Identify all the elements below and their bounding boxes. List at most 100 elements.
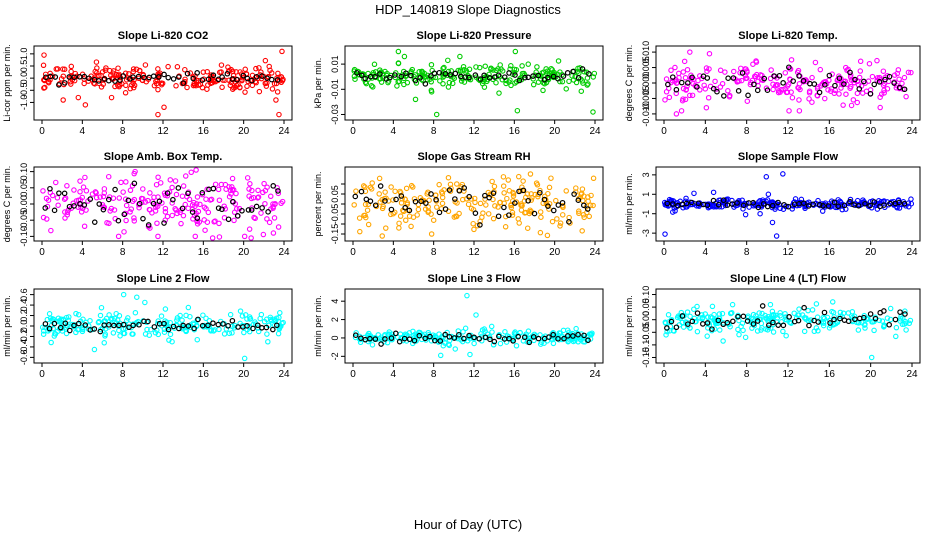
data-point [406, 213, 413, 219]
data-point [48, 227, 54, 234]
series-black [352, 183, 591, 228]
data-point [796, 306, 802, 312]
data-point [268, 317, 275, 324]
data-point-reference [75, 320, 82, 327]
data-point [706, 50, 713, 57]
data-point [396, 225, 402, 231]
data-point-reference [131, 180, 138, 187]
data-point [453, 213, 459, 219]
data-point-reference [531, 210, 538, 217]
data-point-reference [442, 331, 448, 338]
data-point-reference [689, 318, 696, 325]
data-point-reference [730, 318, 736, 325]
data-point [666, 319, 672, 325]
data-point-reference [897, 309, 903, 315]
data-point [262, 80, 269, 87]
data-point [98, 84, 105, 90]
data-point [178, 220, 184, 227]
data-point [165, 63, 171, 70]
data-point-outlier [161, 104, 167, 111]
data-point [130, 331, 136, 337]
y-tick-label: -0.15 [641, 347, 651, 368]
y-tick-label: 0.4 [19, 299, 29, 312]
data-point-reference [382, 336, 388, 342]
data-point [846, 199, 852, 206]
data-point [829, 299, 836, 305]
data-point [435, 338, 441, 344]
data-point [577, 65, 583, 71]
x-tick-label: 0 [39, 247, 45, 258]
data-point [774, 315, 781, 321]
data-point [40, 188, 46, 194]
data-point [173, 83, 179, 89]
data-point-reference [224, 70, 231, 77]
data-point [392, 188, 398, 195]
data-point [502, 224, 509, 230]
data-point [878, 91, 885, 97]
data-point [519, 70, 526, 77]
data-point-reference [512, 72, 518, 78]
data-point-reference [76, 73, 83, 80]
data-point-reference [835, 203, 842, 210]
data-point-reference [564, 70, 571, 76]
data-point-outlier [512, 48, 519, 55]
data-point [417, 195, 424, 201]
series-black [664, 303, 908, 332]
data-point [503, 80, 509, 87]
x-tick-label: 20 [238, 369, 250, 380]
y-axis-label: ml/min per min. [624, 173, 634, 235]
panel-5: Slope Gas Stream RH percent per min. 0 4 8 12… [313, 151, 604, 258]
data-point [250, 194, 257, 201]
data-point [370, 84, 376, 90]
y-tick-label: -0.10 [19, 226, 29, 247]
data-point-reference [831, 199, 838, 206]
data-point [231, 209, 238, 216]
data-point [893, 324, 900, 331]
data-point [80, 326, 86, 333]
x-tick-label: 0 [39, 126, 45, 137]
data-point [770, 329, 777, 335]
data-point [379, 205, 386, 212]
data-point [908, 69, 914, 76]
data-point [842, 64, 849, 71]
data-point [684, 66, 691, 73]
data-point-outlier [192, 233, 199, 240]
y-tick-label: -0.03 [330, 104, 340, 125]
data-point [235, 81, 241, 88]
data-point [102, 333, 108, 339]
data-point-reference [535, 335, 542, 342]
data-point [246, 226, 253, 232]
data-point-reference [180, 80, 187, 86]
data-point [97, 312, 104, 319]
data-point [830, 309, 837, 316]
data-point [548, 65, 554, 72]
data-point-reference [689, 74, 695, 81]
data-point-reference [555, 335, 561, 342]
data-point-reference [771, 73, 777, 79]
data-point [209, 235, 216, 241]
x-tick-label: 12 [468, 369, 480, 380]
data-point-reference [466, 332, 472, 339]
x-tick-label: 20 [865, 126, 877, 137]
data-point [777, 310, 783, 316]
data-point-reference [822, 82, 828, 88]
data-point-reference [95, 78, 102, 84]
data-point [194, 221, 201, 227]
data-point [835, 197, 841, 203]
data-point [440, 81, 446, 87]
data-point [584, 82, 590, 88]
data-point-reference [86, 75, 92, 82]
x-tick-label: 4 [703, 369, 709, 380]
data-point [392, 209, 398, 216]
data-point-reference [121, 211, 128, 218]
data-point [369, 342, 376, 348]
data-point [182, 201, 188, 208]
data-point [497, 199, 503, 206]
data-point-reference [704, 75, 711, 81]
data-point [278, 74, 284, 80]
data-point-reference [796, 73, 802, 79]
data-point [261, 180, 267, 187]
data-point [750, 61, 756, 67]
data-point [173, 191, 180, 198]
data-point [362, 201, 369, 208]
